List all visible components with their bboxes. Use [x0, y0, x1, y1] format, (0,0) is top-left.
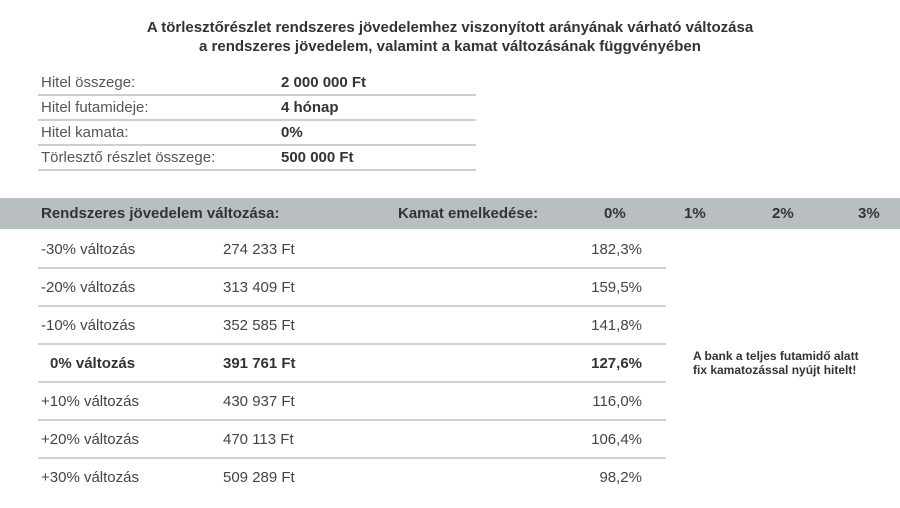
change-cell: -20% változás — [41, 279, 136, 296]
ratio-cell: 182,3% — [591, 241, 642, 258]
info-row-installment: Törlesztő részlet összege: 500 000 Ft — [38, 146, 476, 171]
info-label: Hitel kamata: — [41, 124, 129, 141]
table-row: +30% változás 509 289 Ft 98,2% — [38, 459, 666, 495]
income-cell: 430 937 Ft — [223, 393, 295, 410]
info-value: 500 000 Ft — [281, 149, 354, 166]
projection-table: -30% változás 274 233 Ft 182,3% -20% vál… — [38, 231, 666, 495]
info-label: Törlesztő részlet összege: — [41, 149, 216, 166]
ratio-cell: 141,8% — [591, 317, 642, 334]
change-cell: -30% változás — [41, 241, 136, 258]
note-line-1: A bank a teljes futamidő alatt — [693, 349, 859, 363]
header-rate-1: 1% — [684, 205, 706, 222]
ratio-cell: 159,5% — [591, 279, 642, 296]
change-cell: +30% változás — [41, 469, 139, 486]
change-cell: 0% változás — [50, 355, 136, 372]
info-label: Hitel futamideje: — [41, 99, 149, 116]
income-cell: 391 761 Ft — [223, 355, 296, 372]
table-row-baseline: 0% változás 391 761 Ft 127,6% — [38, 345, 666, 383]
page-title: A törlesztőrészlet rendszeres jövedelemh… — [0, 18, 900, 56]
header-rate-3: 3% — [858, 205, 880, 222]
change-cell: -10% változás — [41, 317, 136, 334]
ratio-cell: 116,0% — [592, 393, 642, 410]
income-cell: 274 233 Ft — [223, 241, 295, 258]
info-value: 4 hónap — [281, 99, 339, 116]
info-value: 0% — [281, 124, 303, 141]
table-row: -20% változás 313 409 Ft 159,5% — [38, 269, 666, 307]
income-cell: 352 585 Ft — [223, 317, 295, 334]
ratio-cell: 98,2% — [599, 469, 642, 486]
income-cell: 509 289 Ft — [223, 469, 295, 486]
table-row: +10% változás 430 937 Ft 116,0% — [38, 383, 666, 421]
income-cell: 470 113 Ft — [223, 431, 294, 448]
loan-info-table: Hitel összege: 2 000 000 Ft Hitel futami… — [38, 71, 476, 171]
info-row-interest: Hitel kamata: 0% — [38, 121, 476, 146]
table-header: Rendszeres jövedelem változása: Kamat em… — [0, 198, 900, 229]
table-row: -30% változás 274 233 Ft 182,3% — [38, 231, 666, 269]
title-line-2: a rendszeres jövedelem, valamint a kamat… — [199, 38, 701, 55]
ratio-cell: 127,6% — [591, 355, 642, 372]
title-line-1: A törlesztőrészlet rendszeres jövedelemh… — [146, 19, 754, 36]
info-value: 2 000 000 Ft — [281, 74, 367, 91]
table-row: -10% változás 352 585 Ft 141,8% — [38, 307, 666, 345]
fixed-rate-note: A bank a teljes futamidő alatt fix kamat… — [693, 349, 893, 377]
table-row: +20% változás 470 113 Ft 106,4% — [38, 421, 666, 459]
ratio-cell: 106,4% — [591, 431, 642, 448]
change-cell: +20% változás — [41, 431, 139, 448]
change-cell: +10% változás — [41, 393, 139, 410]
header-interest-rise: Kamat emelkedése: — [398, 205, 539, 222]
note-line-2: fix kamatozással nyújt hitelt! — [693, 363, 857, 377]
header-income-change: Rendszeres jövedelem változása: — [41, 205, 280, 222]
header-rate-0: 0% — [604, 205, 626, 222]
info-label: Hitel összege: — [41, 74, 136, 91]
info-row-amount: Hitel összege: 2 000 000 Ft — [38, 71, 476, 96]
header-rate-2: 2% — [772, 205, 794, 222]
income-cell: 313 409 Ft — [223, 279, 295, 296]
info-row-term: Hitel futamideje: 4 hónap — [38, 96, 476, 121]
